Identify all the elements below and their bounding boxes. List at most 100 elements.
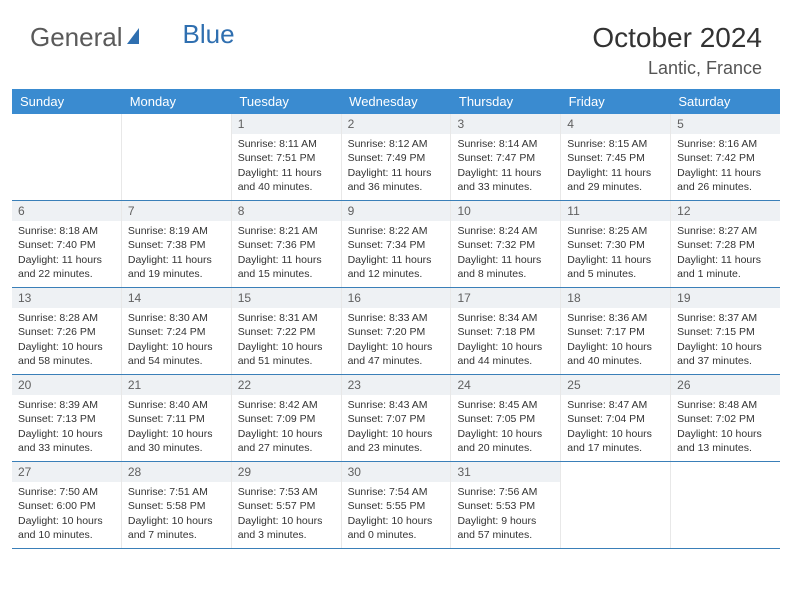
day-cell: 1Sunrise: 8:11 AMSunset: 7:51 PMDaylight…: [232, 114, 342, 200]
sunset-text: Sunset: 6:00 PM: [18, 499, 115, 513]
day-header: Friday: [561, 89, 671, 114]
day-cell: 3Sunrise: 8:14 AMSunset: 7:47 PMDaylight…: [451, 114, 561, 200]
day-cell: 25Sunrise: 8:47 AMSunset: 7:04 PMDayligh…: [561, 375, 671, 461]
sunset-text: Sunset: 7:32 PM: [457, 238, 554, 252]
day-number: 21: [122, 375, 231, 395]
sunrise-text: Sunrise: 7:54 AM: [348, 485, 445, 499]
sunset-text: Sunset: 7:49 PM: [348, 151, 445, 165]
daylight-text: Daylight: 10 hours and 54 minutes.: [128, 340, 225, 368]
day-cell: 22Sunrise: 8:42 AMSunset: 7:09 PMDayligh…: [232, 375, 342, 461]
day-cell: 19Sunrise: 8:37 AMSunset: 7:15 PMDayligh…: [671, 288, 780, 374]
sunrise-text: Sunrise: 8:37 AM: [677, 311, 774, 325]
page-header: General Blue October 2024 Lantic, France: [0, 0, 792, 89]
sail-icon: [125, 22, 145, 53]
day-cell: 13Sunrise: 8:28 AMSunset: 7:26 PMDayligh…: [12, 288, 122, 374]
day-number: 31: [451, 462, 560, 482]
day-cell: 24Sunrise: 8:45 AMSunset: 7:05 PMDayligh…: [451, 375, 561, 461]
day-number: 28: [122, 462, 231, 482]
sunset-text: Sunset: 7:22 PM: [238, 325, 335, 339]
sunrise-text: Sunrise: 8:15 AM: [567, 137, 664, 151]
daylight-text: Daylight: 11 hours and 19 minutes.: [128, 253, 225, 281]
day-number: 13: [12, 288, 121, 308]
day-number: 14: [122, 288, 231, 308]
sunrise-text: Sunrise: 7:50 AM: [18, 485, 115, 499]
sunrise-text: Sunrise: 7:51 AM: [128, 485, 225, 499]
daylight-text: Daylight: 10 hours and 47 minutes.: [348, 340, 445, 368]
sunset-text: Sunset: 7:26 PM: [18, 325, 115, 339]
day-number: 22: [232, 375, 341, 395]
sunrise-text: Sunrise: 8:48 AM: [677, 398, 774, 412]
day-cell: 29Sunrise: 7:53 AMSunset: 5:57 PMDayligh…: [232, 462, 342, 548]
day-cell: 11Sunrise: 8:25 AMSunset: 7:30 PMDayligh…: [561, 201, 671, 287]
sunrise-text: Sunrise: 8:34 AM: [457, 311, 554, 325]
day-cell: 2Sunrise: 8:12 AMSunset: 7:49 PMDaylight…: [342, 114, 452, 200]
sunrise-text: Sunrise: 8:36 AM: [567, 311, 664, 325]
sunset-text: Sunset: 7:09 PM: [238, 412, 335, 426]
sunrise-text: Sunrise: 8:39 AM: [18, 398, 115, 412]
sunset-text: Sunset: 7:51 PM: [238, 151, 335, 165]
sunrise-text: Sunrise: 8:43 AM: [348, 398, 445, 412]
day-number: 30: [342, 462, 451, 482]
sunrise-text: Sunrise: 8:21 AM: [238, 224, 335, 238]
day-number: 7: [122, 201, 231, 221]
day-number: 25: [561, 375, 670, 395]
sunset-text: Sunset: 7:30 PM: [567, 238, 664, 252]
daylight-text: Daylight: 10 hours and 37 minutes.: [677, 340, 774, 368]
day-number: 8: [232, 201, 341, 221]
sunrise-text: Sunrise: 8:45 AM: [457, 398, 554, 412]
day-header: Thursday: [451, 89, 561, 114]
day-cell: 18Sunrise: 8:36 AMSunset: 7:17 PMDayligh…: [561, 288, 671, 374]
day-header: Saturday: [670, 89, 780, 114]
sunset-text: Sunset: 7:38 PM: [128, 238, 225, 252]
daylight-text: Daylight: 10 hours and 13 minutes.: [677, 427, 774, 455]
day-cell: 16Sunrise: 8:33 AMSunset: 7:20 PMDayligh…: [342, 288, 452, 374]
sunrise-text: Sunrise: 8:18 AM: [18, 224, 115, 238]
week-row: 20Sunrise: 8:39 AMSunset: 7:13 PMDayligh…: [12, 375, 780, 462]
logo-text-gray: General: [30, 22, 123, 53]
week-row: 13Sunrise: 8:28 AMSunset: 7:26 PMDayligh…: [12, 288, 780, 375]
day-number: 9: [342, 201, 451, 221]
sunset-text: Sunset: 7:15 PM: [677, 325, 774, 339]
daylight-text: Daylight: 11 hours and 26 minutes.: [677, 166, 774, 194]
daylight-text: Daylight: 11 hours and 1 minute.: [677, 253, 774, 281]
daylight-text: Daylight: 11 hours and 5 minutes.: [567, 253, 664, 281]
day-cell: 14Sunrise: 8:30 AMSunset: 7:24 PMDayligh…: [122, 288, 232, 374]
day-number: 24: [451, 375, 560, 395]
title-block: October 2024 Lantic, France: [592, 22, 762, 79]
sunset-text: Sunset: 7:34 PM: [348, 238, 445, 252]
day-number: 2: [342, 114, 451, 134]
day-number: 4: [561, 114, 670, 134]
day-number: 17: [451, 288, 560, 308]
week-row: 6Sunrise: 8:18 AMSunset: 7:40 PMDaylight…: [12, 201, 780, 288]
logo: General Blue: [30, 22, 235, 53]
day-cell: 28Sunrise: 7:51 AMSunset: 5:58 PMDayligh…: [122, 462, 232, 548]
day-cell: [561, 462, 671, 548]
day-cell: 30Sunrise: 7:54 AMSunset: 5:55 PMDayligh…: [342, 462, 452, 548]
sunrise-text: Sunrise: 8:33 AM: [348, 311, 445, 325]
day-cell: 27Sunrise: 7:50 AMSunset: 6:00 PMDayligh…: [12, 462, 122, 548]
daylight-text: Daylight: 11 hours and 40 minutes.: [238, 166, 335, 194]
daylight-text: Daylight: 9 hours and 57 minutes.: [457, 514, 554, 542]
sunset-text: Sunset: 7:42 PM: [677, 151, 774, 165]
week-row: 27Sunrise: 7:50 AMSunset: 6:00 PMDayligh…: [12, 462, 780, 549]
day-cell: 10Sunrise: 8:24 AMSunset: 7:32 PMDayligh…: [451, 201, 561, 287]
day-cell: 8Sunrise: 8:21 AMSunset: 7:36 PMDaylight…: [232, 201, 342, 287]
sunrise-text: Sunrise: 8:42 AM: [238, 398, 335, 412]
sunset-text: Sunset: 7:24 PM: [128, 325, 225, 339]
day-cell: 20Sunrise: 8:39 AMSunset: 7:13 PMDayligh…: [12, 375, 122, 461]
sunset-text: Sunset: 7:20 PM: [348, 325, 445, 339]
sunrise-text: Sunrise: 8:40 AM: [128, 398, 225, 412]
day-number: 23: [342, 375, 451, 395]
sunset-text: Sunset: 7:36 PM: [238, 238, 335, 252]
day-cell: 9Sunrise: 8:22 AMSunset: 7:34 PMDaylight…: [342, 201, 452, 287]
daylight-text: Daylight: 10 hours and 17 minutes.: [567, 427, 664, 455]
daylight-text: Daylight: 10 hours and 23 minutes.: [348, 427, 445, 455]
logo-text-blue: Blue: [183, 19, 235, 50]
day-cell: [12, 114, 122, 200]
week-row: 1Sunrise: 8:11 AMSunset: 7:51 PMDaylight…: [12, 114, 780, 201]
day-cell: [671, 462, 780, 548]
sunrise-text: Sunrise: 8:27 AM: [677, 224, 774, 238]
calendar: Sunday Monday Tuesday Wednesday Thursday…: [0, 89, 792, 549]
sunset-text: Sunset: 7:40 PM: [18, 238, 115, 252]
daylight-text: Daylight: 10 hours and 10 minutes.: [18, 514, 115, 542]
